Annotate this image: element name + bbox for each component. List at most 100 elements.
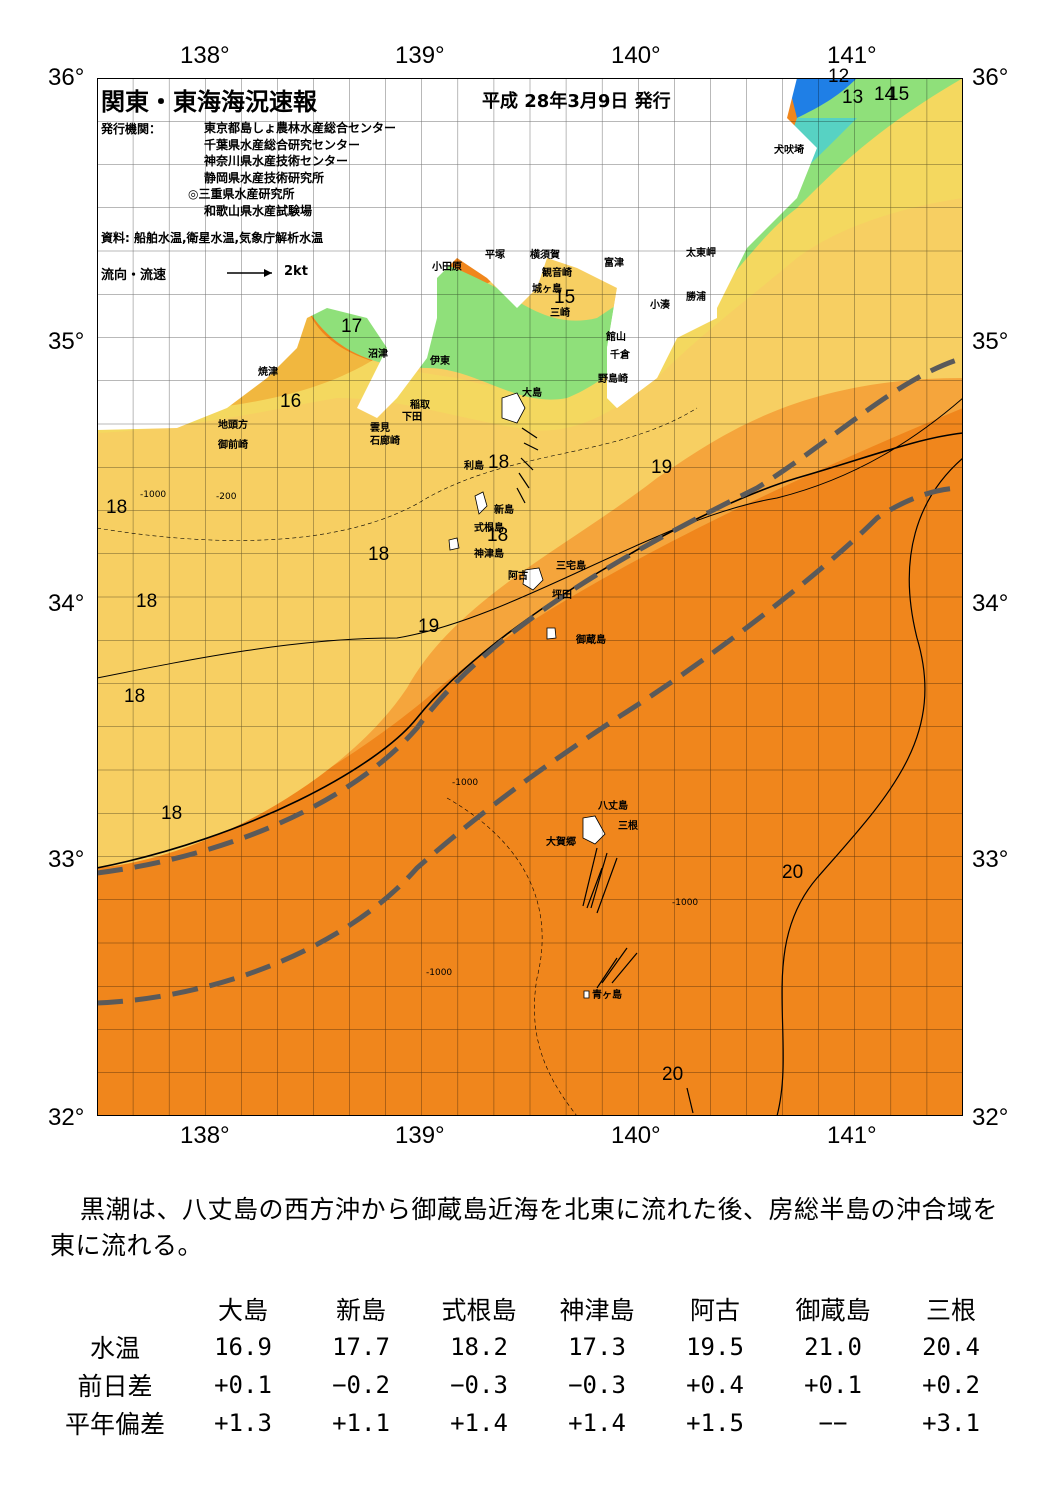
- map-frame: [97, 78, 963, 1116]
- place-tateyama: 館山: [606, 332, 626, 343]
- flow-legend-scale: 2kt: [284, 264, 308, 279]
- table-cell: +1.3: [214, 1409, 272, 1437]
- land-boso: [607, 228, 717, 408]
- place-niijima: 新島: [494, 505, 514, 516]
- isotherm-label: 18: [161, 803, 183, 824]
- row-label: 水温: [89, 1334, 140, 1363]
- place-odawara: 小田原: [432, 262, 462, 273]
- depth-contour-line: [97, 407, 698, 541]
- table-cell: 17.7: [332, 1333, 390, 1361]
- land-kozushima: [448, 537, 460, 551]
- isotherm-label: 18: [487, 525, 509, 546]
- land-hachijojima: [582, 815, 606, 845]
- table-cell: −0.2: [332, 1371, 390, 1399]
- isotherm-label: 19: [418, 616, 440, 637]
- table-cell: +0.1: [214, 1371, 272, 1399]
- isotherm-20-line: [97, 432, 963, 869]
- lon-tick-top-138: 138°: [180, 42, 230, 69]
- place-kozushima: 神津島: [474, 549, 504, 560]
- issuer-list: 東京都島しょ農林水産総合センター 千葉県水産総合研究センター 神奈川県水産技術セ…: [188, 120, 396, 220]
- col-shikinejima: 式根島: [441, 1296, 517, 1325]
- table-cell: 18.2: [450, 1333, 508, 1361]
- lon-tick-bottom-140: 140°: [611, 1122, 661, 1149]
- place-kominato: 小湊: [650, 300, 670, 311]
- place-jogashima: 城ヶ島: [532, 284, 562, 295]
- place-hachijojima: 八丈島: [598, 801, 628, 812]
- table-cell: +1.1: [332, 1409, 390, 1437]
- table-cell: 19.5: [686, 1333, 744, 1361]
- isotherm-20-east-line: [776, 457, 963, 1116]
- issue-date: 平成 28年3月9日 発行: [482, 91, 671, 112]
- place-taitomisaki: 太東岬: [686, 248, 716, 259]
- col-kozushima: 神津島: [559, 1296, 635, 1325]
- table-cell: +0.2: [922, 1371, 980, 1399]
- table-row: 平年偏差 +1.3 +1.1 +1.4 +1.4 +1.5 −− +3.1: [46, 1404, 1010, 1442]
- place-inubosaki: 犬吠埼: [774, 145, 804, 156]
- table-cell: +0.4: [686, 1371, 744, 1399]
- depth-label: -1000: [452, 778, 479, 788]
- col-mitsune: 三根: [925, 1296, 976, 1325]
- col-mikurajima: 御蔵島: [795, 1296, 871, 1325]
- table-cell: −0.3: [450, 1371, 508, 1399]
- place-ito: 伊東: [430, 356, 450, 367]
- issuers-label: 発行機関：: [101, 122, 162, 136]
- row-label: 平年偏差: [64, 1410, 165, 1439]
- place-irozaki: 石廊崎: [370, 436, 400, 447]
- isotherm-label: 19: [651, 457, 673, 478]
- data-source: 資料: 船舶水温,衛星水温,気象庁解析水温: [101, 231, 324, 245]
- lon-tick-bottom-138: 138°: [180, 1122, 230, 1149]
- place-futtsu: 富津: [604, 258, 624, 269]
- table-cell: −−: [818, 1409, 848, 1437]
- depth-label: -1000: [672, 898, 699, 908]
- place-yokosuka: 横須賀: [530, 250, 560, 261]
- lat-tick-right-33: 33°: [972, 846, 1009, 873]
- issuer-item: 静岡県水産技術研究所: [204, 170, 325, 185]
- place-tsubota: 坪田: [552, 590, 572, 601]
- isotherm-label: 15: [888, 84, 910, 105]
- place-okago: 大賀郷: [546, 837, 576, 848]
- lat-tick-right-34: 34°: [972, 590, 1009, 617]
- depth-label: -200: [216, 492, 237, 502]
- col-ako: 阿古: [689, 1296, 740, 1325]
- isotherm-label: 14: [874, 84, 896, 105]
- table-cell: −0.3: [568, 1371, 626, 1399]
- row-label: 前日差: [77, 1372, 153, 1401]
- summary-text: 黒潮は、八丈島の西方沖から御蔵島近海を北東に流れた後、房総半島の沖合域を東に流れ…: [50, 1195, 999, 1260]
- map-title: 関東・東海海況速報: [101, 88, 317, 116]
- place-aogashima: 青ヶ島: [592, 990, 622, 1001]
- isotherm-label: 18: [488, 452, 510, 473]
- place-ako: 阿古: [508, 571, 528, 582]
- lon-tick-bottom-141: 141°: [827, 1122, 877, 1149]
- isotherm-label: 18: [124, 686, 146, 707]
- land-niijima: [474, 491, 488, 515]
- place-miyakejima: 三宅島: [556, 561, 586, 572]
- table-cell: 21.0: [804, 1333, 862, 1361]
- lon-tick-top-139: 139°: [395, 42, 445, 69]
- isotherm-19-line: [97, 397, 963, 679]
- sea-temperature-map: [97, 78, 963, 1116]
- lat-tick-left-34: 34°: [48, 590, 85, 617]
- lat-tick-left-35: 35°: [48, 328, 85, 355]
- flow-legend-label: 流向・流速: [101, 268, 167, 283]
- table-cell: 16.9: [214, 1333, 272, 1361]
- issuer-item: 和歌山県水産試験場: [204, 203, 313, 218]
- isotherm-label: 18: [106, 497, 128, 518]
- land-miyakejima: [522, 567, 544, 591]
- place-toshima: 利島: [464, 461, 484, 472]
- place-oshima: 大島: [522, 388, 542, 399]
- lon-tick-top-140: 140°: [611, 42, 661, 69]
- place-omaezaki: 御前崎: [218, 440, 248, 451]
- flow-arrows: [516, 427, 694, 1114]
- table-cell: +1.4: [450, 1409, 508, 1437]
- place-shikinejima: 式根島: [474, 523, 504, 534]
- place-mitsune: 三根: [618, 821, 638, 832]
- col-niijima: 新島: [335, 1296, 386, 1325]
- issuer-item: ◎三重県水産研究所: [188, 187, 295, 202]
- col-oshima: 大島: [217, 1296, 268, 1325]
- table-row: 水温 16.9 17.7 18.2 17.3 19.5 21.0 20.4: [46, 1328, 1010, 1366]
- kuroshio-axis-outer: [97, 485, 963, 1006]
- land-oshima: [501, 392, 526, 424]
- isotherm-label: 12: [828, 66, 850, 87]
- isotherm-label: 16: [280, 391, 302, 412]
- place-mikurajima: 御蔵島: [576, 635, 606, 646]
